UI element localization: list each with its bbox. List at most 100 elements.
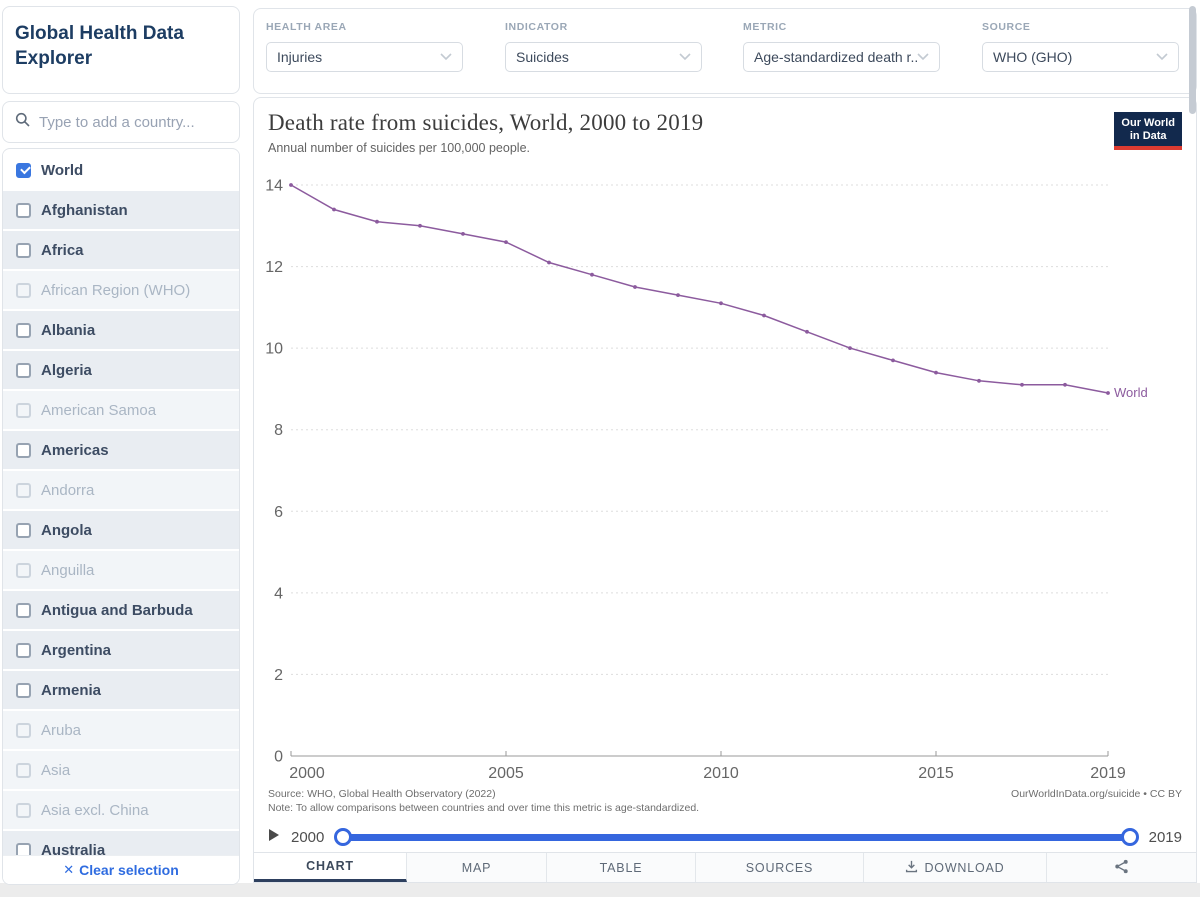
country-checkbox[interactable] [16, 802, 31, 818]
country-checkbox[interactable] [16, 602, 31, 618]
country-label: Anguilla [41, 561, 95, 579]
country-row[interactable]: Aruba [3, 711, 239, 749]
note-line: Note: To allow comparisons between count… [268, 801, 700, 814]
svg-text:14: 14 [265, 178, 283, 195]
country-row[interactable]: Antigua and Barbuda [3, 591, 239, 629]
country-list: World Afghanistan Africa African Region … [3, 151, 239, 869]
tab-share[interactable] [1047, 853, 1196, 882]
country-checkbox[interactable] [16, 642, 31, 658]
svg-text:2: 2 [274, 667, 283, 684]
country-row[interactable]: Algeria [3, 351, 239, 389]
filter-label: SOURCE [982, 21, 1031, 33]
source-dropdown[interactable]: WHO (GHO) [982, 42, 1179, 72]
country-checkbox[interactable] [16, 362, 31, 378]
country-checkbox[interactable] [16, 162, 31, 178]
timeline-track[interactable] [334, 828, 1139, 846]
clear-selection-label: Clear selection [79, 862, 179, 878]
chevron-down-icon [917, 48, 929, 66]
clear-selection-button[interactable]: ✕ Clear selection [3, 855, 239, 884]
country-row[interactable]: American Samoa [3, 391, 239, 429]
dropdown-value: Suicides [516, 49, 569, 65]
svg-text:12: 12 [265, 259, 283, 276]
list-scrollbar[interactable] [1189, 6, 1196, 114]
svg-text:2005: 2005 [488, 765, 524, 782]
tab-download[interactable]: DOWNLOAD [864, 853, 1047, 882]
country-checkbox[interactable] [16, 282, 31, 298]
search-input[interactable] [39, 113, 238, 131]
country-label: African Region (WHO) [41, 281, 191, 299]
close-icon: ✕ [63, 862, 75, 877]
country-label: Argentina [41, 641, 112, 659]
country-row[interactable]: World [3, 151, 239, 189]
chart-subtitle: Annual number of suicides per 100,000 pe… [268, 141, 530, 155]
tab-label: SOURCES [745, 860, 814, 875]
svg-text:2015: 2015 [918, 765, 954, 782]
logo-line2: in Data [1129, 130, 1167, 142]
country-row[interactable]: Argentina [3, 631, 239, 669]
country-checkbox[interactable] [16, 202, 31, 218]
logo-line1: Our World [1121, 117, 1175, 129]
country-checkbox[interactable] [16, 482, 31, 498]
country-row[interactable]: Africa [3, 231, 239, 269]
country-row[interactable]: Asia excl. China [3, 791, 239, 829]
indicator-dropdown[interactable]: Suicides [505, 42, 702, 72]
country-row[interactable]: Americas [3, 431, 239, 469]
country-row[interactable]: African Region (WHO) [3, 271, 239, 309]
tab-label: MAP [461, 860, 492, 875]
svg-text:2000: 2000 [289, 765, 325, 782]
timeline-start-handle[interactable] [334, 828, 353, 846]
country-label: Armenia [41, 681, 102, 699]
country-label: Asia [41, 761, 71, 779]
country-checkbox[interactable] [16, 682, 31, 698]
timeline-end-year: 2019 [1148, 828, 1182, 846]
dropdown-value: WHO (GHO) [993, 49, 1073, 65]
filter-source: SOURCE WHO (GHO) [982, 21, 1179, 72]
tab-map[interactable]: MAP [407, 853, 547, 882]
country-checkbox[interactable] [16, 322, 31, 338]
dropdown-value: Injuries [277, 49, 323, 65]
timeline-start-year: 2000 [291, 828, 325, 846]
svg-text:10: 10 [265, 341, 283, 358]
svg-text:4: 4 [274, 585, 283, 602]
timeline: 2000 2019 [268, 822, 1182, 852]
timeline-end-handle[interactable] [1120, 828, 1139, 846]
chart-header: Death rate from suicides, World, 2000 to… [268, 110, 1116, 155]
country-row[interactable]: Armenia [3, 671, 239, 709]
chart-title: Death rate from suicides, World, 2000 to… [268, 110, 704, 135]
country-label: Aruba [41, 721, 82, 739]
country-row[interactable]: Afghanistan [3, 191, 239, 229]
metric-dropdown[interactable]: Age-standardized death r... [743, 42, 940, 72]
country-checkbox[interactable] [16, 762, 31, 778]
dropdown-value: Age-standardized death r... [754, 49, 917, 65]
country-row[interactable]: Anguilla [3, 551, 239, 589]
country-checkbox[interactable] [16, 402, 31, 418]
filter-label: METRIC [743, 21, 787, 33]
tab-table[interactable]: TABLE [547, 853, 696, 882]
country-label: Andorra [41, 481, 95, 499]
tab-chart[interactable]: CHART [254, 853, 407, 882]
country-label: Afghanistan [41, 201, 128, 219]
country-label: Angola [41, 521, 92, 539]
line-chart[interactable]: 0 2 4 6 8 10 12 14 2000 2005 2010 2015 2019 World [254, 164, 1198, 789]
health-area-dropdown[interactable]: Injuries [266, 42, 463, 72]
filter-label: HEALTH AREA [266, 21, 347, 33]
country-label: American Samoa [41, 401, 157, 419]
filter-indicator: INDICATOR Suicides [505, 21, 702, 72]
country-checkbox[interactable] [16, 442, 31, 458]
country-checkbox[interactable] [16, 242, 31, 258]
country-label: Albania [41, 321, 96, 339]
play-icon[interactable] [268, 828, 280, 847]
country-row[interactable]: Asia [3, 751, 239, 789]
country-row[interactable]: Albania [3, 311, 239, 349]
country-checkbox[interactable] [16, 562, 31, 578]
svg-text:World: World [1114, 385, 1148, 400]
country-search-box[interactable] [2, 101, 240, 143]
filter-controls: HEALTH AREA Injuries INDICATOR Suicides … [253, 8, 1197, 94]
app-title: Global Health Data Explorer [15, 23, 184, 69]
country-row[interactable]: Angola [3, 511, 239, 549]
tab-sources[interactable]: SOURCES [696, 853, 864, 882]
country-row[interactable]: Andorra [3, 471, 239, 509]
country-checkbox[interactable] [16, 722, 31, 738]
view-tabs: CHART MAP TABLE SOURCES DOWNLOAD [254, 852, 1196, 882]
country-checkbox[interactable] [16, 522, 31, 538]
